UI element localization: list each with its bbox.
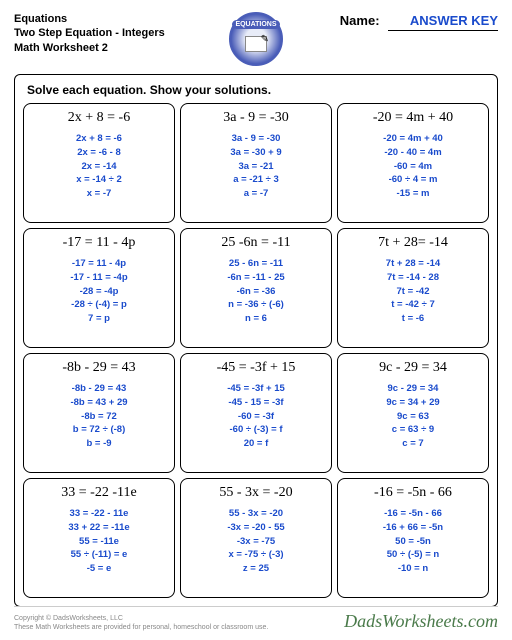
title: Equations (14, 12, 221, 26)
problem-cell: 9c - 29 = 34 9c - 29 = 349c = 34 + 299c =… (337, 353, 489, 473)
problem-grid: 2x + 8 = -6 2x + 8 = -62x = -6 - 82x = -1… (23, 103, 489, 598)
solution-steps: 33 = -22 - 11e33 + 22 = -11e55 = -11e55 … (28, 507, 170, 576)
answer-key-text: ANSWER KEY (410, 13, 498, 28)
worksheet-icon (245, 36, 267, 52)
problem-cell: -20 = 4m + 40 -20 = 4m + 40-20 - 40 = 4m-… (337, 103, 489, 223)
equation-text: -17 = 11 - 4p (28, 235, 170, 251)
solution-steps: -8b - 29 = 43-8b = 43 + 29-8b = 72b = 72… (28, 382, 170, 451)
problem-cell: 25 -6n = -11 25 - 6n = -11-6n = -11 - 25-… (180, 228, 332, 348)
instructions: Solve each equation. Show your solutions… (23, 83, 489, 97)
solution-steps: -16 = -5n - 66-16 + 66 = -5n50 = -5n50 ÷… (342, 507, 484, 576)
problem-cell: 3a - 9 = -30 3a - 9 = -303a = -30 + 93a =… (180, 103, 332, 223)
equation-text: 25 -6n = -11 (185, 235, 327, 251)
equation-text: -45 = -3f + 15 (185, 360, 327, 376)
equations-logo: EQUATIONS (229, 12, 283, 66)
copyright-line: Copyright © DadsWorksheets, LLC (14, 614, 268, 623)
solution-steps: 25 - 6n = -11-6n = -11 - 25-6n = -36n = … (185, 257, 327, 326)
solution-steps: 3a - 9 = -303a = -30 + 93a = -21a = -21 … (185, 132, 327, 201)
name-blank: ANSWER KEY (388, 12, 498, 31)
problem-cell: 2x + 8 = -6 2x + 8 = -62x = -6 - 82x = -1… (23, 103, 175, 223)
equation-text: 9c - 29 = 34 (342, 360, 484, 376)
solution-steps: -20 = 4m + 40-20 - 40 = 4m-60 = 4m-60 ÷ … (342, 132, 484, 201)
name-label: Name: (340, 13, 380, 28)
solution-steps: 9c - 29 = 349c = 34 + 299c = 63c = 63 ÷ … (342, 382, 484, 451)
name-area: Name: ANSWER KEY (291, 12, 498, 31)
solution-steps: -17 = 11 - 4p-17 - 11 = -4p-28 = -4p-28 … (28, 257, 170, 326)
solution-steps: 7t + 28 = -147t = -14 - 287t = -42t = -4… (342, 257, 484, 326)
header-titles: Equations Two Step Equation - Integers M… (14, 12, 221, 55)
worksheet-label: Math Worksheet 2 (14, 41, 221, 55)
header: Equations Two Step Equation - Integers M… (14, 12, 498, 66)
problem-cell: 55 - 3x = -20 55 - 3x = -20-3x = -20 - 55… (180, 478, 332, 598)
problem-cell: 7t + 28= -14 7t + 28 = -147t = -14 - 287t… (337, 228, 489, 348)
solution-steps: 2x + 8 = -62x = -6 - 82x = -14x = -14 ÷ … (28, 132, 170, 201)
footer: Copyright © DadsWorksheets, LLC These Ma… (14, 606, 498, 632)
solution-steps: 55 - 3x = -20-3x = -20 - 55-3x = -75x = … (185, 507, 327, 576)
problem-cell: -17 = 11 - 4p -17 = 11 - 4p-17 - 11 = -4p… (23, 228, 175, 348)
problem-cell: -16 = -5n - 66 -16 = -5n - 66-16 + 66 = -… (337, 478, 489, 598)
equation-text: 55 - 3x = -20 (185, 485, 327, 501)
notice-line: These Math Worksheets are provided for p… (14, 623, 268, 632)
equation-text: 33 = -22 -11e (28, 485, 170, 501)
equation-text: 7t + 28= -14 (342, 235, 484, 251)
equation-text: -20 = 4m + 40 (342, 110, 484, 126)
problem-cell: -45 = -3f + 15 -45 = -3f + 15-45 - 15 = -… (180, 353, 332, 473)
problem-cell: 33 = -22 -11e 33 = -22 - 11e33 + 22 = -11… (23, 478, 175, 598)
problem-cell: -8b - 29 = 43 -8b - 29 = 43-8b = 43 + 29-… (23, 353, 175, 473)
solution-steps: -45 = -3f + 15-45 - 15 = -3f-60 = -3f-60… (185, 382, 327, 451)
equation-text: -16 = -5n - 66 (342, 485, 484, 501)
copyright: Copyright © DadsWorksheets, LLC These Ma… (14, 614, 268, 632)
brand-logo: DadsWorksheets.com (344, 611, 498, 632)
main-box: Solve each equation. Show your solutions… (14, 74, 498, 607)
equation-text: 3a - 9 = -30 (185, 110, 327, 126)
equation-text: 2x + 8 = -6 (28, 110, 170, 126)
equation-text: -8b - 29 = 43 (28, 360, 170, 376)
logo-text: EQUATIONS (232, 20, 279, 29)
worksheet-page: Equations Two Step Equation - Integers M… (0, 0, 512, 640)
subtitle: Two Step Equation - Integers (14, 26, 221, 40)
